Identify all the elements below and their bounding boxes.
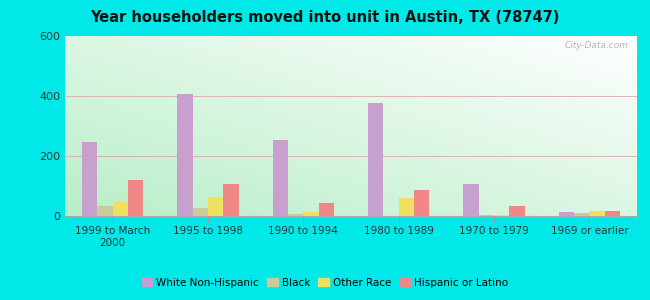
Bar xyxy=(193,208,208,216)
Bar xyxy=(509,206,525,216)
Bar xyxy=(318,203,334,216)
Text: City-Data.com: City-Data.com xyxy=(564,41,629,50)
Bar xyxy=(304,212,318,216)
Bar xyxy=(590,211,605,216)
Bar xyxy=(604,211,620,216)
Bar xyxy=(479,214,494,216)
Bar xyxy=(112,202,128,216)
Bar xyxy=(559,212,574,216)
Bar xyxy=(273,140,288,216)
Bar xyxy=(128,180,143,216)
Bar xyxy=(288,214,304,216)
Bar xyxy=(98,206,112,216)
Bar xyxy=(494,214,509,216)
Bar xyxy=(82,142,98,216)
Legend: White Non-Hispanic, Black, Other Race, Hispanic or Latino: White Non-Hispanic, Black, Other Race, H… xyxy=(137,274,513,292)
Bar xyxy=(463,184,479,216)
Bar xyxy=(208,196,223,216)
Bar xyxy=(223,184,239,216)
Bar xyxy=(368,103,384,216)
Bar xyxy=(177,94,193,216)
Bar xyxy=(398,198,414,216)
Bar xyxy=(574,213,590,216)
Text: Year householders moved into unit in Austin, TX (78747): Year householders moved into unit in Aus… xyxy=(90,11,560,26)
Bar xyxy=(414,190,429,216)
